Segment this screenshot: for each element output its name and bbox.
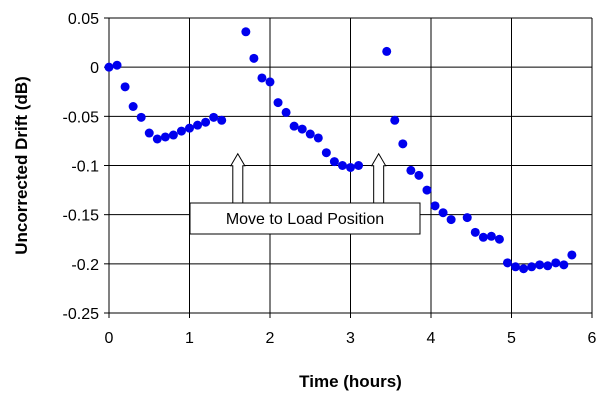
data-point xyxy=(160,132,170,142)
x-tick-label: 5 xyxy=(507,330,516,347)
data-point xyxy=(551,258,561,268)
data-point xyxy=(519,264,529,274)
data-point xyxy=(535,260,545,270)
data-point xyxy=(462,213,472,223)
data-point xyxy=(390,115,400,125)
data-point xyxy=(382,46,392,56)
data-point xyxy=(273,98,283,108)
data-point xyxy=(346,162,355,172)
data-point xyxy=(176,126,186,136)
data-point xyxy=(136,112,146,122)
y-tick-label: -0.25 xyxy=(63,306,100,323)
data-point xyxy=(297,124,307,134)
data-point xyxy=(543,261,553,271)
data-point xyxy=(257,73,267,83)
x-tick-label: 0 xyxy=(105,330,114,347)
x-tick-label: 4 xyxy=(427,330,436,347)
data-point xyxy=(337,161,347,170)
annotation-text: Move to Load Position xyxy=(226,211,384,228)
data-points xyxy=(104,27,577,274)
annotation: Move to Load Position xyxy=(189,152,421,235)
data-point xyxy=(168,130,178,140)
data-point xyxy=(193,120,203,130)
data-point xyxy=(144,128,154,138)
data-point xyxy=(305,129,315,139)
data-point xyxy=(329,157,339,167)
data-point xyxy=(241,27,251,37)
data-point xyxy=(120,82,130,92)
x-tick-label: 2 xyxy=(266,330,275,347)
x-tick-label: 6 xyxy=(588,330,597,347)
data-point xyxy=(438,208,448,218)
y-tick-label: -0.2 xyxy=(71,257,99,274)
data-point xyxy=(494,234,504,244)
data-point xyxy=(128,102,138,111)
data-point xyxy=(446,215,456,225)
y-tick-label: -0.15 xyxy=(63,208,100,225)
annotation-box xyxy=(189,202,421,235)
data-point xyxy=(430,201,440,211)
data-point xyxy=(152,134,162,144)
data-point xyxy=(502,258,512,268)
data-point xyxy=(281,107,291,117)
y-tick-label: 0.05 xyxy=(68,11,99,28)
data-point xyxy=(511,262,521,272)
x-axis-label: Time (hours) xyxy=(299,372,402,391)
data-point xyxy=(321,148,331,158)
data-point xyxy=(470,227,480,237)
data-point xyxy=(104,62,114,72)
y-tick-label: -0.1 xyxy=(71,159,99,176)
y-tick-labels: 0.05 0 -0.05 -0.1 -0.15 -0.2 -0.25 xyxy=(63,11,100,323)
y-axis-label: Uncorrected Drift (dB) xyxy=(12,76,31,255)
data-point xyxy=(209,112,219,122)
x-tick-labels: 0 1 2 3 4 5 6 xyxy=(105,330,597,347)
data-point xyxy=(478,232,488,242)
up-arrow-icon xyxy=(370,152,387,204)
data-point xyxy=(265,77,275,87)
data-point xyxy=(398,139,408,149)
data-point xyxy=(217,115,227,125)
y-tick-label: 0 xyxy=(90,60,99,77)
data-point xyxy=(406,165,416,175)
data-point xyxy=(112,60,122,70)
data-point xyxy=(414,170,424,180)
x-tick-label: 3 xyxy=(346,330,355,347)
data-point xyxy=(486,231,496,241)
data-point xyxy=(185,123,194,133)
data-point xyxy=(249,53,259,63)
x-tick-label: 1 xyxy=(185,330,194,347)
y-tick-label: -0.05 xyxy=(63,109,100,126)
data-point xyxy=(422,185,432,195)
data-point xyxy=(289,121,299,131)
up-arrow-icon xyxy=(229,152,246,204)
data-point xyxy=(354,161,364,170)
data-point xyxy=(313,133,323,143)
data-point xyxy=(567,250,577,260)
data-point xyxy=(201,117,211,127)
data-point xyxy=(559,260,569,270)
data-point xyxy=(527,262,537,272)
